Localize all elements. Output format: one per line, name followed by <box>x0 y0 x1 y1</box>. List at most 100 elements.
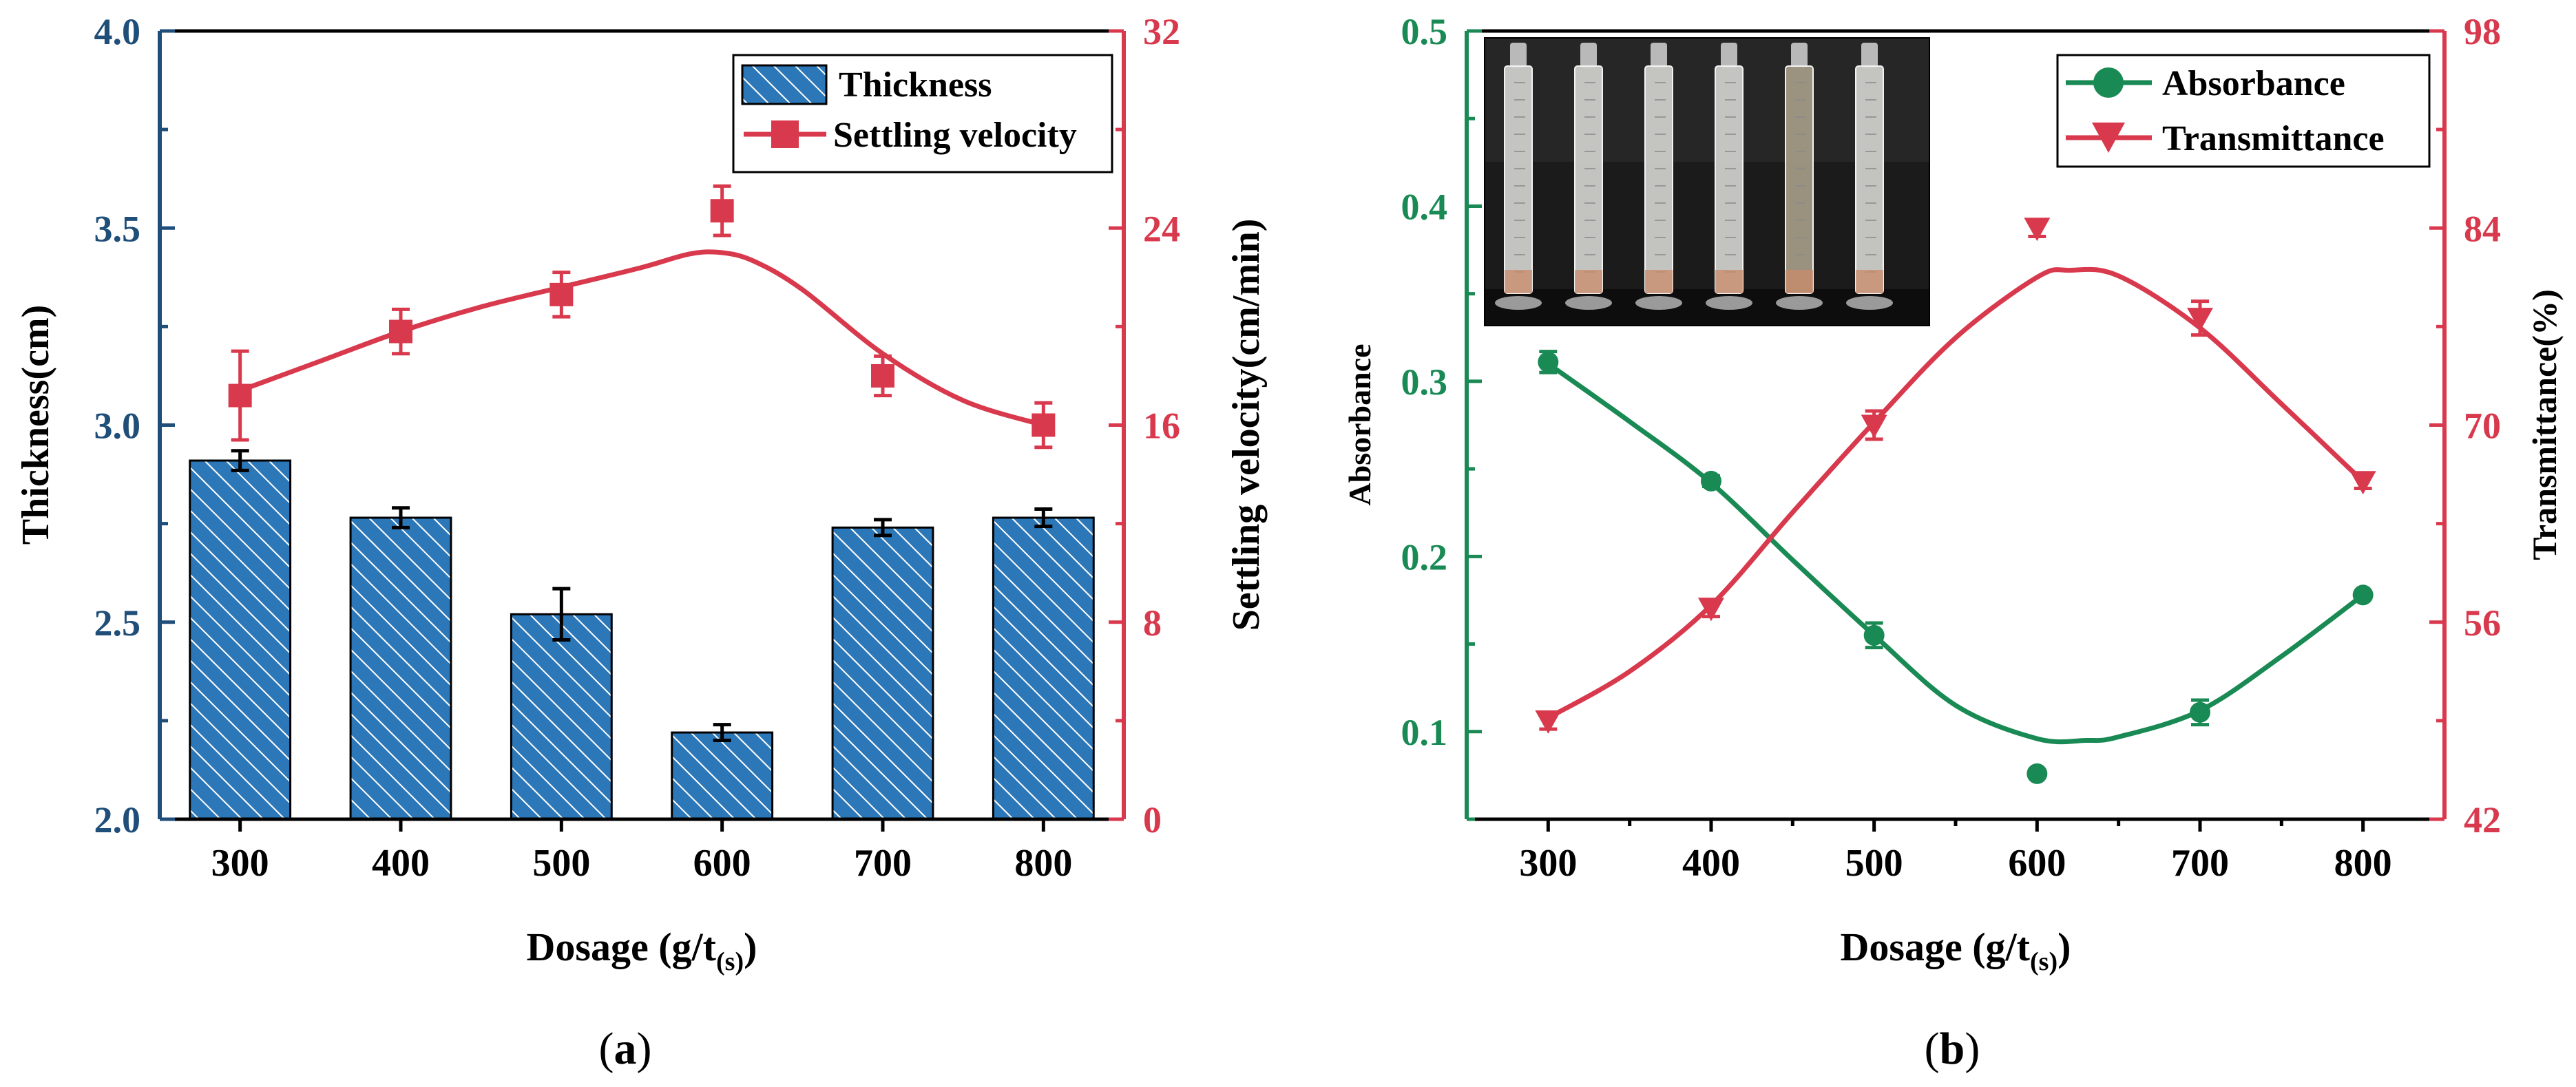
velocity-point-800 <box>1032 413 1056 437</box>
panel-b: 0.1 0.2 0.3 0.4 0.5 42 56 70 84 98 300 400 500 600 7… <box>1342 11 2564 1074</box>
cylinder-body <box>1575 66 1602 293</box>
a-y-right-label: Settling velocity(cm/min) <box>1225 219 1268 631</box>
a-x-tick-label: 800 <box>1014 842 1072 885</box>
absorbance-curve <box>1547 361 2365 745</box>
a-x-label: Dosage (g/t(s)) <box>527 925 757 976</box>
b-panel-label-close: ) <box>1965 1024 1980 1074</box>
panel-a: 2.0 2.5 3.0 3.5 4.0 0 8 16 24 32 300 400 500 600 700… <box>14 11 1268 1074</box>
cylinder-4 <box>1706 43 1752 310</box>
thickness-bars <box>189 459 1095 821</box>
a-right-tick-label: 16 <box>1143 405 1180 447</box>
b-x-label: Dosage (g/t(s)) <box>1841 925 2071 976</box>
a-right-tick-label: 32 <box>1143 11 1180 52</box>
cylinder-body <box>1505 66 1532 293</box>
cylinder-base <box>1706 296 1752 310</box>
b-y-left-label: Absorbance <box>1342 344 1377 505</box>
cylinder-sediment <box>1786 270 1813 293</box>
thickness-error-300 <box>231 449 249 472</box>
transmittance-point-700 <box>2187 308 2213 332</box>
b-panel-label-open: ( <box>1925 1024 1940 1074</box>
a-x-tick-label: 500 <box>532 842 590 885</box>
cylinder-base <box>1635 296 1682 310</box>
cylinder-6 <box>1846 43 1893 310</box>
b-legend: Absorbance Transmittance <box>2056 54 2431 168</box>
cylinder-stopper <box>1651 43 1667 67</box>
a-x-ticks: 300 400 500 600 700 800 <box>211 819 1072 885</box>
thickness-error-400 <box>392 506 410 529</box>
velocity-point-400 <box>389 319 412 344</box>
b-right-tick-label: 56 <box>2464 602 2501 644</box>
cylinder-sediment <box>1645 270 1673 293</box>
b-x-tick-label: 600 <box>2008 842 2066 885</box>
b-legend-tr-label: Transmittance <box>2162 119 2385 158</box>
absorbance-point-700 <box>2190 701 2210 723</box>
cylinder-body <box>1786 66 1813 293</box>
a-x-tick-label: 300 <box>211 842 269 885</box>
a-x-tick-label: 600 <box>693 842 751 885</box>
a-x-label-sub: (s) <box>716 947 744 976</box>
b-left-ticks: 0.1 0.2 0.3 0.4 0.5 <box>1401 11 1482 821</box>
transmittance-point-300 <box>1535 710 1562 734</box>
b-legend-tr-marker <box>2092 123 2125 153</box>
velocity-point-700 <box>871 363 894 388</box>
inset-photo-frame <box>1484 37 1930 326</box>
a-legend: Thickness Settling velocity <box>732 54 1113 173</box>
a-left-tick-label: 4.0 <box>94 11 141 52</box>
thickness-error-600 <box>713 723 731 742</box>
b-left-tick-label: 0.1 <box>1401 712 1448 753</box>
thickness-error-700 <box>874 518 892 538</box>
b-left-tick-label: 0.3 <box>1401 361 1448 403</box>
a-right-tick-label: 0 <box>1143 799 1162 841</box>
cylinder-body <box>1645 66 1673 293</box>
cylinder-2 <box>1565 43 1612 310</box>
transmittance-point-800 <box>2349 471 2376 495</box>
a-panel-label-letter: a <box>614 1024 637 1074</box>
cylinder-stopper <box>1721 43 1737 67</box>
transmittance-markers <box>1535 218 2376 734</box>
b-x-tick-label: 300 <box>1519 842 1577 885</box>
thickness-bar-400 <box>349 516 452 821</box>
velocity-point-300 <box>228 383 252 408</box>
b-panel-label-letter: b <box>1940 1024 1965 1074</box>
cylinder-base <box>1495 296 1542 310</box>
a-panel-label-close: ) <box>637 1024 652 1074</box>
inset-cylinders <box>1495 43 1893 310</box>
a-left-tick-label: 3.0 <box>94 405 141 447</box>
a-right-tick-label: 24 <box>1143 208 1180 249</box>
cylinder-stopper <box>1861 43 1878 67</box>
b-x-label-sub: (s) <box>2030 947 2057 976</box>
cylinder-sediment <box>1715 270 1743 293</box>
b-left-tick-label: 0.5 <box>1401 11 1448 52</box>
b-y-right-label: Transmittance(%) <box>2525 289 2564 560</box>
a-left-tick-label: 3.5 <box>94 208 141 249</box>
a-legend-velocity-marker <box>771 120 799 148</box>
b-right-tick-label: 70 <box>2464 405 2501 447</box>
a-left-tick-label: 2.5 <box>94 602 141 644</box>
cylinder-sediment <box>1505 270 1532 293</box>
b-left-tick-label: 0.2 <box>1401 536 1448 578</box>
b-x-tick-label: 800 <box>2334 842 2392 885</box>
thickness-error-bars <box>231 449 1053 742</box>
absorbance-point-800 <box>2352 584 2374 606</box>
b-x-ticks: 300 400 500 600 700 800 <box>1519 819 2392 885</box>
cylinder-body <box>1715 66 1743 293</box>
a-y-left-label: Thickness(cm) <box>14 305 57 545</box>
cylinder-base <box>1776 296 1823 310</box>
thickness-bar-500 <box>510 613 613 821</box>
cylinder-base <box>1846 296 1893 310</box>
cylinder-3 <box>1635 43 1682 310</box>
inset-photo <box>1485 38 1929 326</box>
transmittance-point-400 <box>1698 598 1724 622</box>
b-left-tick-label: 0.4 <box>1401 186 1448 227</box>
b-right-tick-label: 98 <box>2464 11 2501 52</box>
absorbance-point-500 <box>1863 624 1885 646</box>
a-x-tick-label: 700 <box>854 842 912 885</box>
b-right-tick-label: 42 <box>2464 799 2501 841</box>
thickness-error-500 <box>552 587 571 642</box>
a-x-label-close: ) <box>744 925 757 969</box>
a-right-tick-label: 8 <box>1143 602 1162 644</box>
b-x-label-main: Dosage (g/t <box>1841 925 2031 969</box>
absorbance-point-400 <box>1701 470 1721 492</box>
cylinder-sediment <box>1856 270 1883 293</box>
